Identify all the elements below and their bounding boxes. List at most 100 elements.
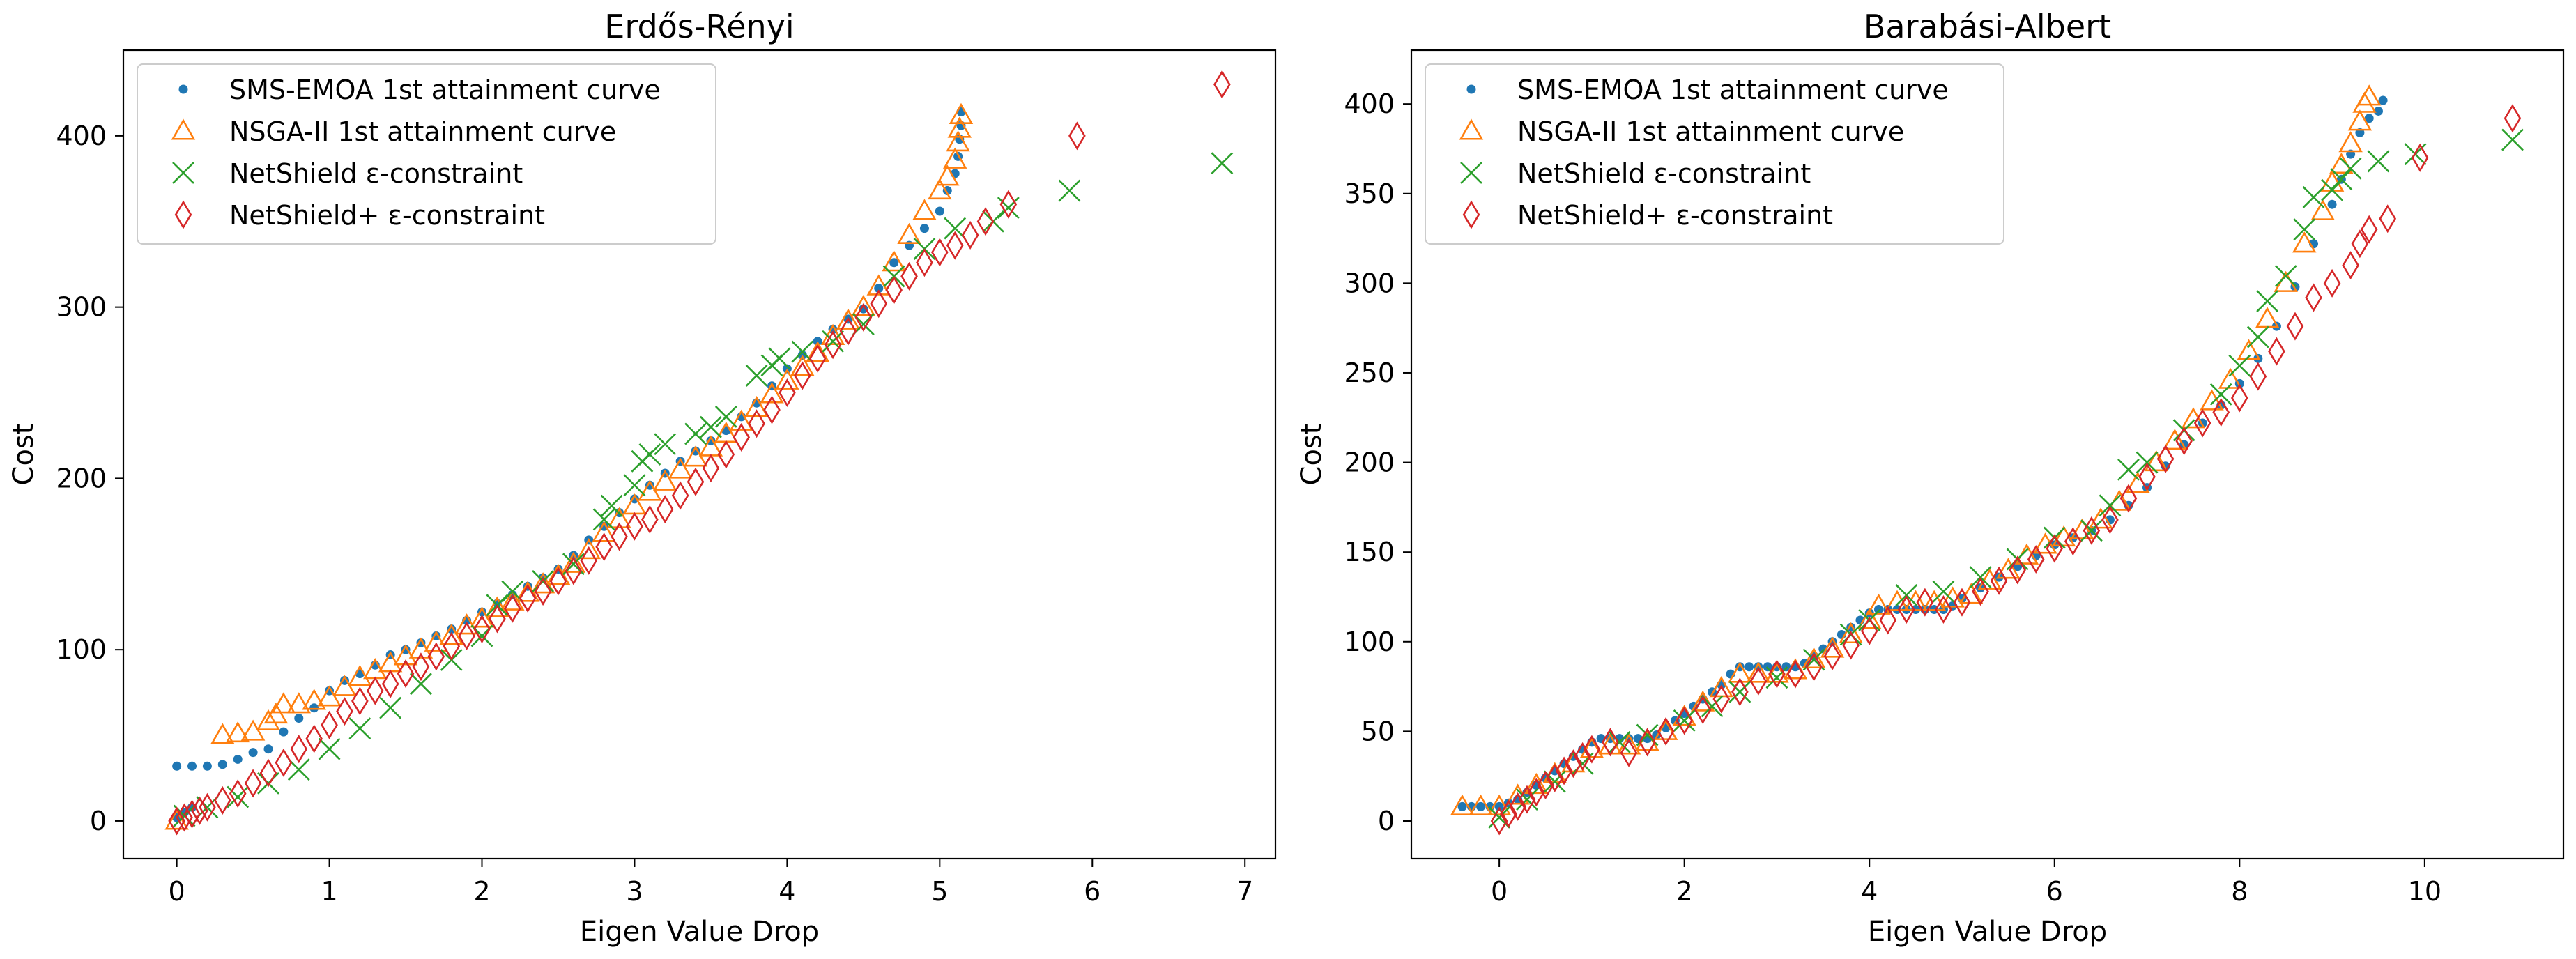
data-point xyxy=(1543,770,1566,793)
data-point xyxy=(2321,178,2343,201)
legend-label: NetShield+ ε-constraint xyxy=(1517,200,1833,231)
data-point xyxy=(851,295,876,316)
data-point xyxy=(565,556,583,585)
y-tick-label: 300 xyxy=(1344,268,1395,298)
data-point xyxy=(191,796,208,825)
data-point xyxy=(702,454,720,483)
y-tick-label: 350 xyxy=(1344,178,1395,209)
data-point xyxy=(336,697,353,726)
data-point xyxy=(2043,526,2066,549)
data-point xyxy=(1509,792,1527,821)
data-point xyxy=(271,692,296,714)
legend-label: NSGA-II 1st attainment curve xyxy=(229,116,616,147)
data-point xyxy=(290,735,308,764)
data-point xyxy=(248,748,258,758)
data-point xyxy=(2138,462,2156,491)
data-point xyxy=(2027,544,2045,574)
data-point xyxy=(229,779,247,808)
data-point xyxy=(1768,659,1786,689)
data-point xyxy=(654,433,677,456)
chart-title: Erdős-Rényi xyxy=(604,8,794,45)
data-point xyxy=(1996,558,2021,579)
data-point xyxy=(1873,604,1883,614)
y-axis-label: Cost xyxy=(1296,424,1328,486)
data-point xyxy=(854,302,873,332)
legend-marker xyxy=(172,162,194,184)
data-point xyxy=(2411,143,2429,172)
data-point xyxy=(748,409,765,438)
data-point xyxy=(2099,494,2122,517)
data-point xyxy=(2218,367,2243,389)
data-point xyxy=(1802,647,1826,669)
x-axis-label: Eigen Value Drop xyxy=(1868,916,2107,948)
data-point xyxy=(668,457,693,479)
data-point xyxy=(503,594,521,623)
data-point xyxy=(2327,199,2337,209)
data-point xyxy=(1487,794,1512,815)
data-point xyxy=(2212,398,2230,427)
data-point xyxy=(1488,806,1511,829)
data-point xyxy=(2144,450,2169,472)
data-point xyxy=(760,382,784,404)
x-tick-label: 8 xyxy=(2231,876,2248,907)
data-point xyxy=(1745,662,1754,672)
data-point xyxy=(1749,666,1768,696)
data-point xyxy=(1866,593,1891,615)
data-point xyxy=(1579,737,1604,758)
y-tick-label: 0 xyxy=(90,806,107,836)
data-point xyxy=(592,521,616,542)
data-point xyxy=(1839,623,1862,646)
data-point xyxy=(2193,408,2211,438)
data-point xyxy=(366,676,384,705)
data-point xyxy=(2504,104,2522,133)
data-point xyxy=(1574,742,1591,771)
data-point xyxy=(1839,622,1863,644)
data-point xyxy=(534,577,552,606)
data-point xyxy=(1694,695,1712,725)
data-point xyxy=(2286,312,2304,341)
data-point xyxy=(611,522,628,551)
plot-area xyxy=(1450,84,2524,836)
data-point xyxy=(2339,157,2362,180)
data-point xyxy=(2136,451,2159,474)
data-point xyxy=(227,785,250,808)
data-point xyxy=(1527,778,1545,807)
data-point xyxy=(259,758,277,788)
data-point xyxy=(458,621,475,651)
data-point xyxy=(961,220,979,250)
data-point xyxy=(859,304,868,314)
data-point xyxy=(2246,325,2269,348)
data-point xyxy=(836,308,861,330)
data-point xyxy=(733,422,751,452)
data-point xyxy=(1857,608,1882,629)
data-point xyxy=(183,799,201,829)
data-point xyxy=(2046,534,2064,563)
data-point xyxy=(2378,95,2388,105)
data-point xyxy=(1518,785,1536,814)
data-point xyxy=(1935,594,1952,624)
data-point xyxy=(623,474,646,497)
data-point xyxy=(641,505,659,534)
data-point xyxy=(1469,794,1493,815)
x-tick-label: 0 xyxy=(1491,876,1508,907)
data-point xyxy=(687,467,705,496)
data-point xyxy=(2330,168,2353,191)
data-point xyxy=(645,480,654,490)
data-point xyxy=(256,709,281,730)
data-point xyxy=(629,494,639,504)
x-tick-label: 2 xyxy=(1676,876,1693,907)
x-tick-label: 4 xyxy=(1861,876,1878,907)
data-point xyxy=(942,147,967,169)
data-point xyxy=(626,512,643,541)
data-point xyxy=(1490,806,1508,836)
data-point xyxy=(1701,695,1724,718)
data-point xyxy=(447,624,457,634)
data-point xyxy=(2117,458,2140,481)
data-point xyxy=(164,808,189,830)
data-point xyxy=(928,178,952,200)
data-point xyxy=(595,532,613,562)
data-point xyxy=(1450,794,1475,815)
legend-entry: NetShield+ ε-constraint xyxy=(174,200,545,231)
data-point xyxy=(2274,265,2297,287)
legend-label: SMS-EMOA 1st attainment curve xyxy=(229,75,661,105)
